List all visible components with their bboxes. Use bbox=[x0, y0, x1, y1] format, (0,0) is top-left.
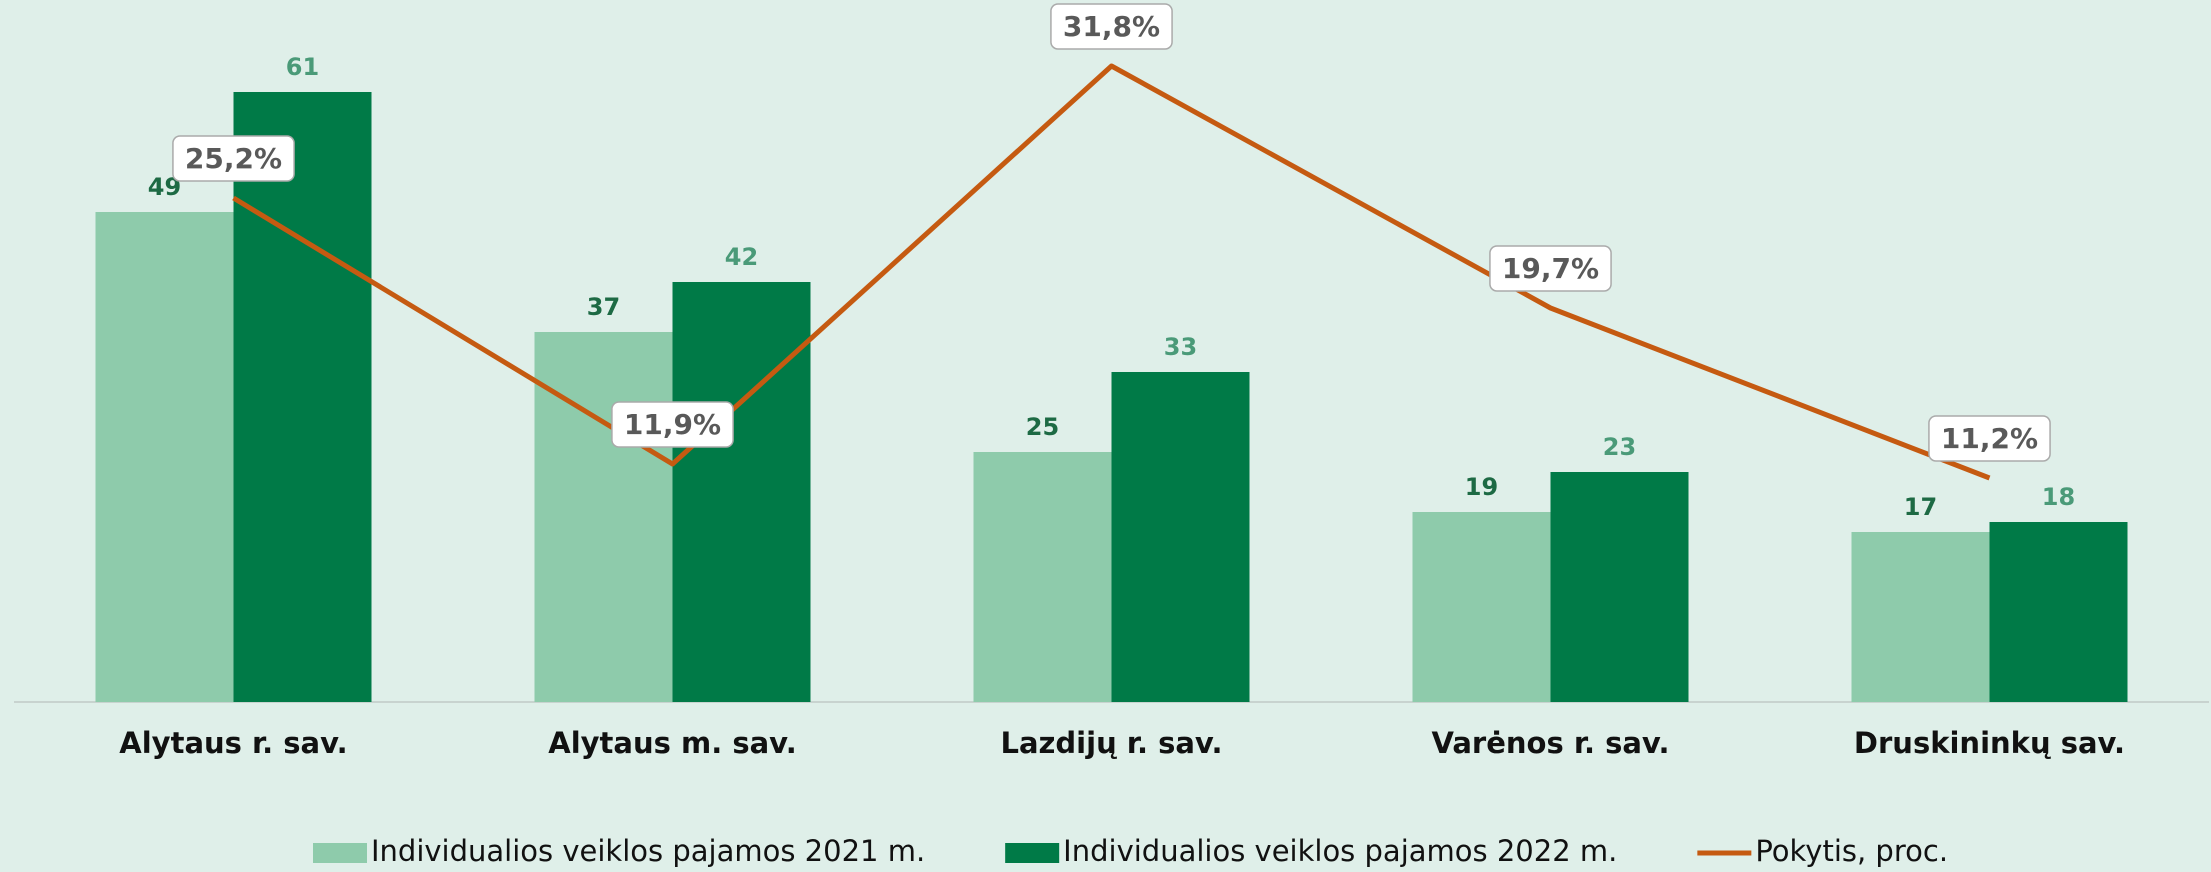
line-value-label: 19,7% bbox=[1502, 252, 1599, 285]
x-tick-label: Alytaus r. sav. bbox=[119, 726, 347, 760]
data-label: 19 bbox=[1465, 473, 1498, 501]
data-label: 61 bbox=[286, 53, 319, 81]
x-tick-label: Alytaus m. sav. bbox=[548, 726, 796, 760]
data-label: 37 bbox=[587, 293, 620, 321]
line-label: 11,2% bbox=[1928, 415, 2051, 462]
data-label: 17 bbox=[1904, 493, 1937, 521]
label-box bbox=[172, 135, 295, 182]
label-box bbox=[1489, 245, 1612, 292]
legend-label: Individualios veiklos pajamos 2022 m. bbox=[1063, 834, 1617, 868]
line-label: 31,8% bbox=[1050, 3, 1173, 50]
line-value-label: 11,2% bbox=[1941, 422, 2038, 455]
legend-label: Pokytis, proc. bbox=[1755, 834, 1948, 868]
bar bbox=[95, 212, 234, 702]
bar bbox=[672, 282, 811, 702]
bar bbox=[1851, 532, 1990, 702]
bar bbox=[1989, 522, 2128, 702]
legend-swatch bbox=[313, 843, 367, 863]
line-label: 25,2% bbox=[172, 135, 295, 182]
label-box bbox=[1050, 3, 1173, 50]
line-label: 19,7% bbox=[1489, 245, 1612, 292]
data-label: 23 bbox=[1603, 433, 1636, 461]
line-value-label: 11,9% bbox=[624, 408, 721, 441]
bar bbox=[1550, 472, 1689, 702]
data-label: 42 bbox=[725, 243, 758, 271]
line bbox=[232, 63, 1991, 481]
line-value-label: 25,2% bbox=[185, 142, 282, 175]
bar bbox=[973, 452, 1112, 702]
x-tick-label: Lazdijų r. sav. bbox=[1001, 726, 1223, 760]
x-tick-label: Druskininkų sav. bbox=[1854, 726, 2125, 760]
label-box bbox=[611, 401, 734, 448]
legend-swatch bbox=[1005, 843, 1060, 863]
bar bbox=[534, 332, 673, 702]
label-box bbox=[1928, 415, 2051, 462]
data-label: 33 bbox=[1164, 333, 1197, 361]
line-label: 11,9% bbox=[611, 401, 734, 448]
line-value-label: 31,8% bbox=[1063, 10, 1160, 43]
legend-label: Individualios veiklos pajamos 2021 m. bbox=[371, 834, 925, 868]
data-label: 25 bbox=[1026, 413, 1059, 441]
bar bbox=[1412, 512, 1551, 702]
data-label: 18 bbox=[2042, 483, 2075, 511]
x-tick-label: Varėnos r. sav. bbox=[1432, 726, 1670, 760]
bar bbox=[233, 92, 372, 702]
bar bbox=[1111, 372, 1250, 702]
